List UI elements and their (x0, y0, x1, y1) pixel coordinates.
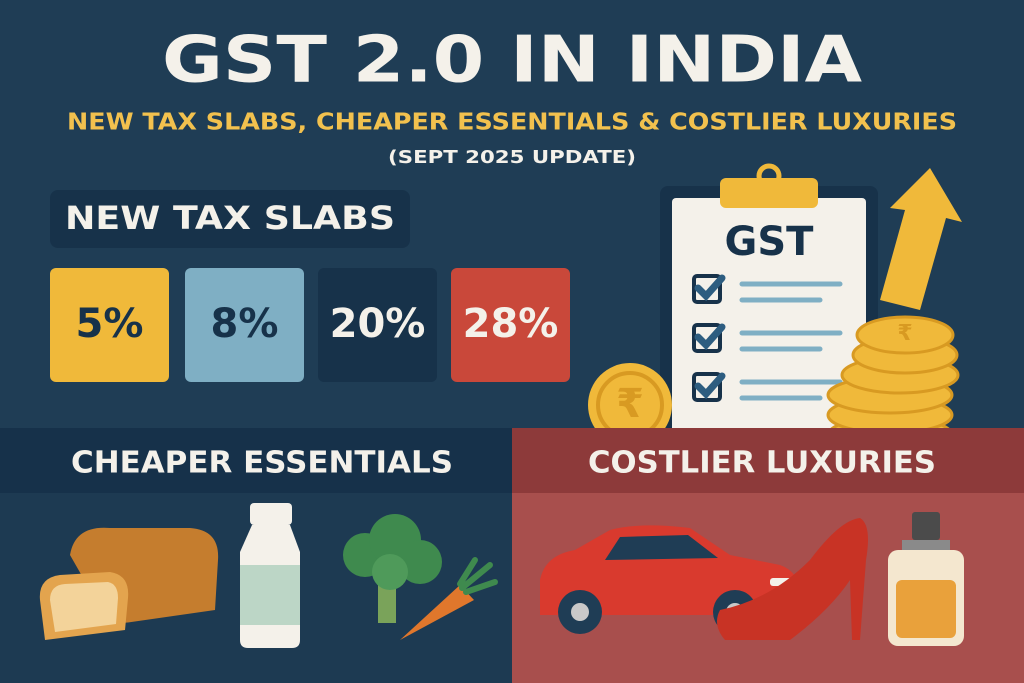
coin-symbol: ₹ (616, 381, 644, 427)
slab-rate: 8% (211, 301, 279, 347)
slab-box (185, 268, 304, 382)
slabs-heading-box (50, 190, 410, 248)
perfume (888, 512, 964, 646)
slab-rate: 5% (76, 301, 144, 347)
arrow (880, 168, 962, 310)
section-heading: COSTLIER LUXURIES (588, 446, 936, 481)
slabs-heading: NEW TAX SLABS (65, 199, 395, 237)
section-heading: CHEAPER ESSENTIALS (71, 446, 453, 481)
checks (692, 274, 843, 402)
slab-box (50, 268, 169, 382)
slab-box (318, 268, 437, 382)
coin-symbol: ₹ (897, 321, 912, 346)
slab-rate: 28% (463, 301, 559, 347)
title: GST 2.0 IN INDIA (162, 24, 863, 98)
slab-rate: 20% (330, 301, 426, 347)
subtitle: NEW TAX SLABS, CHEAPER ESSENTIALS & COST… (67, 110, 957, 136)
update-note: (SEPT 2025 UPDATE) (388, 147, 636, 168)
bread (39, 527, 219, 640)
broccoli (343, 514, 442, 623)
carrot (400, 557, 498, 640)
luxuries-band (512, 428, 1024, 493)
clipboard-clip (720, 178, 818, 208)
clip-ring (756, 163, 782, 189)
milk-bottle (240, 503, 300, 648)
slab-row: 5% 8% 20% 28% (50, 268, 570, 382)
essentials-band (0, 428, 512, 493)
heel (716, 518, 868, 640)
slab-box (451, 268, 570, 382)
clipboard-label: GST (725, 219, 815, 265)
coin (588, 363, 672, 447)
